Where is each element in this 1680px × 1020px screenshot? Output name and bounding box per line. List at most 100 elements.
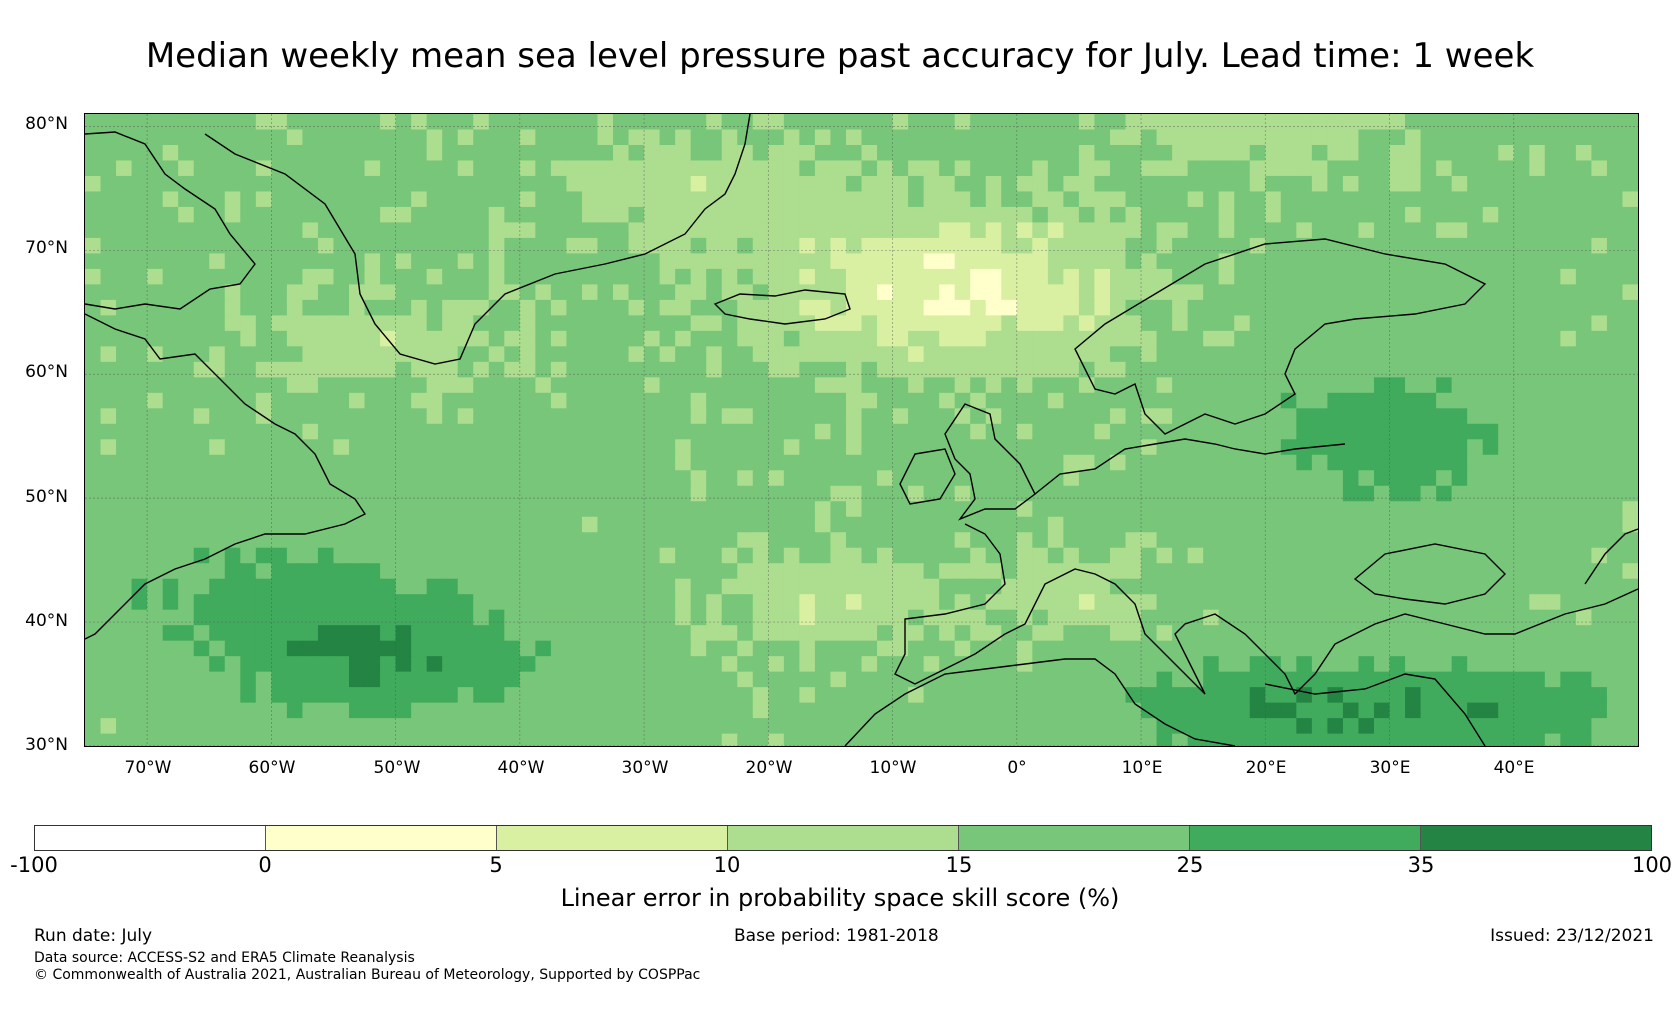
grid-cell xyxy=(535,532,552,549)
grid-cell xyxy=(845,206,863,224)
grid-cell xyxy=(302,733,319,746)
grid-cell xyxy=(1141,609,1158,626)
grid-cell xyxy=(271,578,288,595)
grid-cell xyxy=(1544,253,1561,270)
grid-cell xyxy=(380,485,397,502)
grid-cell xyxy=(255,423,272,440)
colorbar-tick: 25 xyxy=(1176,853,1204,877)
grid-cell xyxy=(923,129,940,146)
iceland-coastline xyxy=(713,289,851,325)
grid-cell xyxy=(162,702,179,719)
grid-cell xyxy=(659,330,676,347)
grid-cell xyxy=(799,470,816,487)
grid-cell xyxy=(1575,284,1593,301)
grid-cell xyxy=(1141,625,1158,642)
grid-cell xyxy=(613,175,630,193)
grid-cell xyxy=(1606,160,1624,177)
grid-cell xyxy=(100,640,117,657)
grid-cell xyxy=(380,299,397,316)
grid-cell xyxy=(224,656,241,673)
grid-cell xyxy=(830,702,847,719)
grid-cell xyxy=(1125,299,1142,316)
grid-cell xyxy=(1591,733,1608,746)
grid-cell xyxy=(1544,160,1561,177)
grid-cell xyxy=(333,114,350,131)
grid-cell xyxy=(1327,114,1344,131)
grid-cell xyxy=(1125,330,1142,347)
grid-cell xyxy=(504,718,521,735)
grid-cell xyxy=(1451,640,1468,657)
grid-cell xyxy=(581,439,599,456)
grid-cell xyxy=(1482,237,1499,255)
grid-cell xyxy=(1296,594,1313,611)
grid-cell xyxy=(613,454,630,471)
grid-cell xyxy=(209,222,226,239)
grid-cell xyxy=(1560,640,1577,657)
grid-cell xyxy=(597,160,614,177)
grid-cell xyxy=(1358,516,1375,533)
grid-cell xyxy=(116,408,133,425)
grid-cell xyxy=(1389,330,1406,347)
grid-cell xyxy=(1420,454,1437,471)
grid-cell xyxy=(1125,253,1142,270)
grid-cell xyxy=(240,191,257,208)
grid-cell xyxy=(1296,299,1313,316)
grid-cell xyxy=(240,702,257,719)
grid-cell xyxy=(550,656,568,673)
grid-cell xyxy=(644,640,661,657)
grid-cell xyxy=(1606,439,1624,456)
grid-cell xyxy=(581,377,599,394)
grid-cell xyxy=(1436,594,1453,611)
grid-cell xyxy=(411,361,428,378)
grid-cell xyxy=(799,454,816,471)
grid-cell xyxy=(1436,609,1453,626)
grid-cell xyxy=(411,175,428,193)
grid-cell xyxy=(566,733,583,746)
grid-cell xyxy=(1063,687,1080,704)
grid-cell xyxy=(1094,206,1111,224)
grid-cell xyxy=(721,144,738,162)
grid-cell xyxy=(908,516,925,533)
grid-cell xyxy=(1311,191,1328,208)
grid-cell xyxy=(302,485,319,502)
grid-cell xyxy=(131,547,148,564)
grid-cell xyxy=(939,594,956,611)
grid-cell xyxy=(317,346,335,363)
grid-cell xyxy=(830,191,847,208)
grid-cell xyxy=(116,516,133,533)
grid-cell xyxy=(100,563,117,580)
grid-cell xyxy=(1513,253,1530,270)
grid-cell xyxy=(240,299,257,316)
grid-cell xyxy=(783,191,800,208)
grid-cell xyxy=(1389,733,1406,746)
grid-cell xyxy=(1606,237,1624,255)
grid-cell xyxy=(473,175,490,193)
grid-cell xyxy=(1265,330,1282,347)
grid-cell xyxy=(1001,609,1018,626)
grid-cell xyxy=(1405,656,1422,673)
grid-cell xyxy=(706,532,723,549)
grid-cell xyxy=(861,547,878,564)
grid-cell xyxy=(178,237,195,255)
grid-cell xyxy=(1172,160,1189,177)
grid-cell xyxy=(1187,578,1204,595)
grid-cell xyxy=(1529,206,1546,224)
grid-cell xyxy=(116,222,133,239)
lon-label-30e: 30°E xyxy=(1369,758,1411,778)
grid-cell xyxy=(442,160,459,177)
grid-cell xyxy=(426,563,443,580)
grid-cell xyxy=(317,160,335,177)
grid-cell xyxy=(675,702,692,719)
grid-cell xyxy=(877,718,894,735)
grid-cell xyxy=(411,470,428,487)
grid-cell xyxy=(923,516,940,533)
grid-cell xyxy=(1296,485,1313,502)
grid-cell xyxy=(830,609,847,626)
grid-cell xyxy=(100,175,117,193)
grid-cell xyxy=(783,377,800,394)
grid-cell xyxy=(85,330,102,347)
grid-cell xyxy=(597,656,614,673)
grid-cell xyxy=(1218,532,1235,549)
grid-cell xyxy=(209,175,226,193)
grid-cell xyxy=(1560,702,1577,719)
